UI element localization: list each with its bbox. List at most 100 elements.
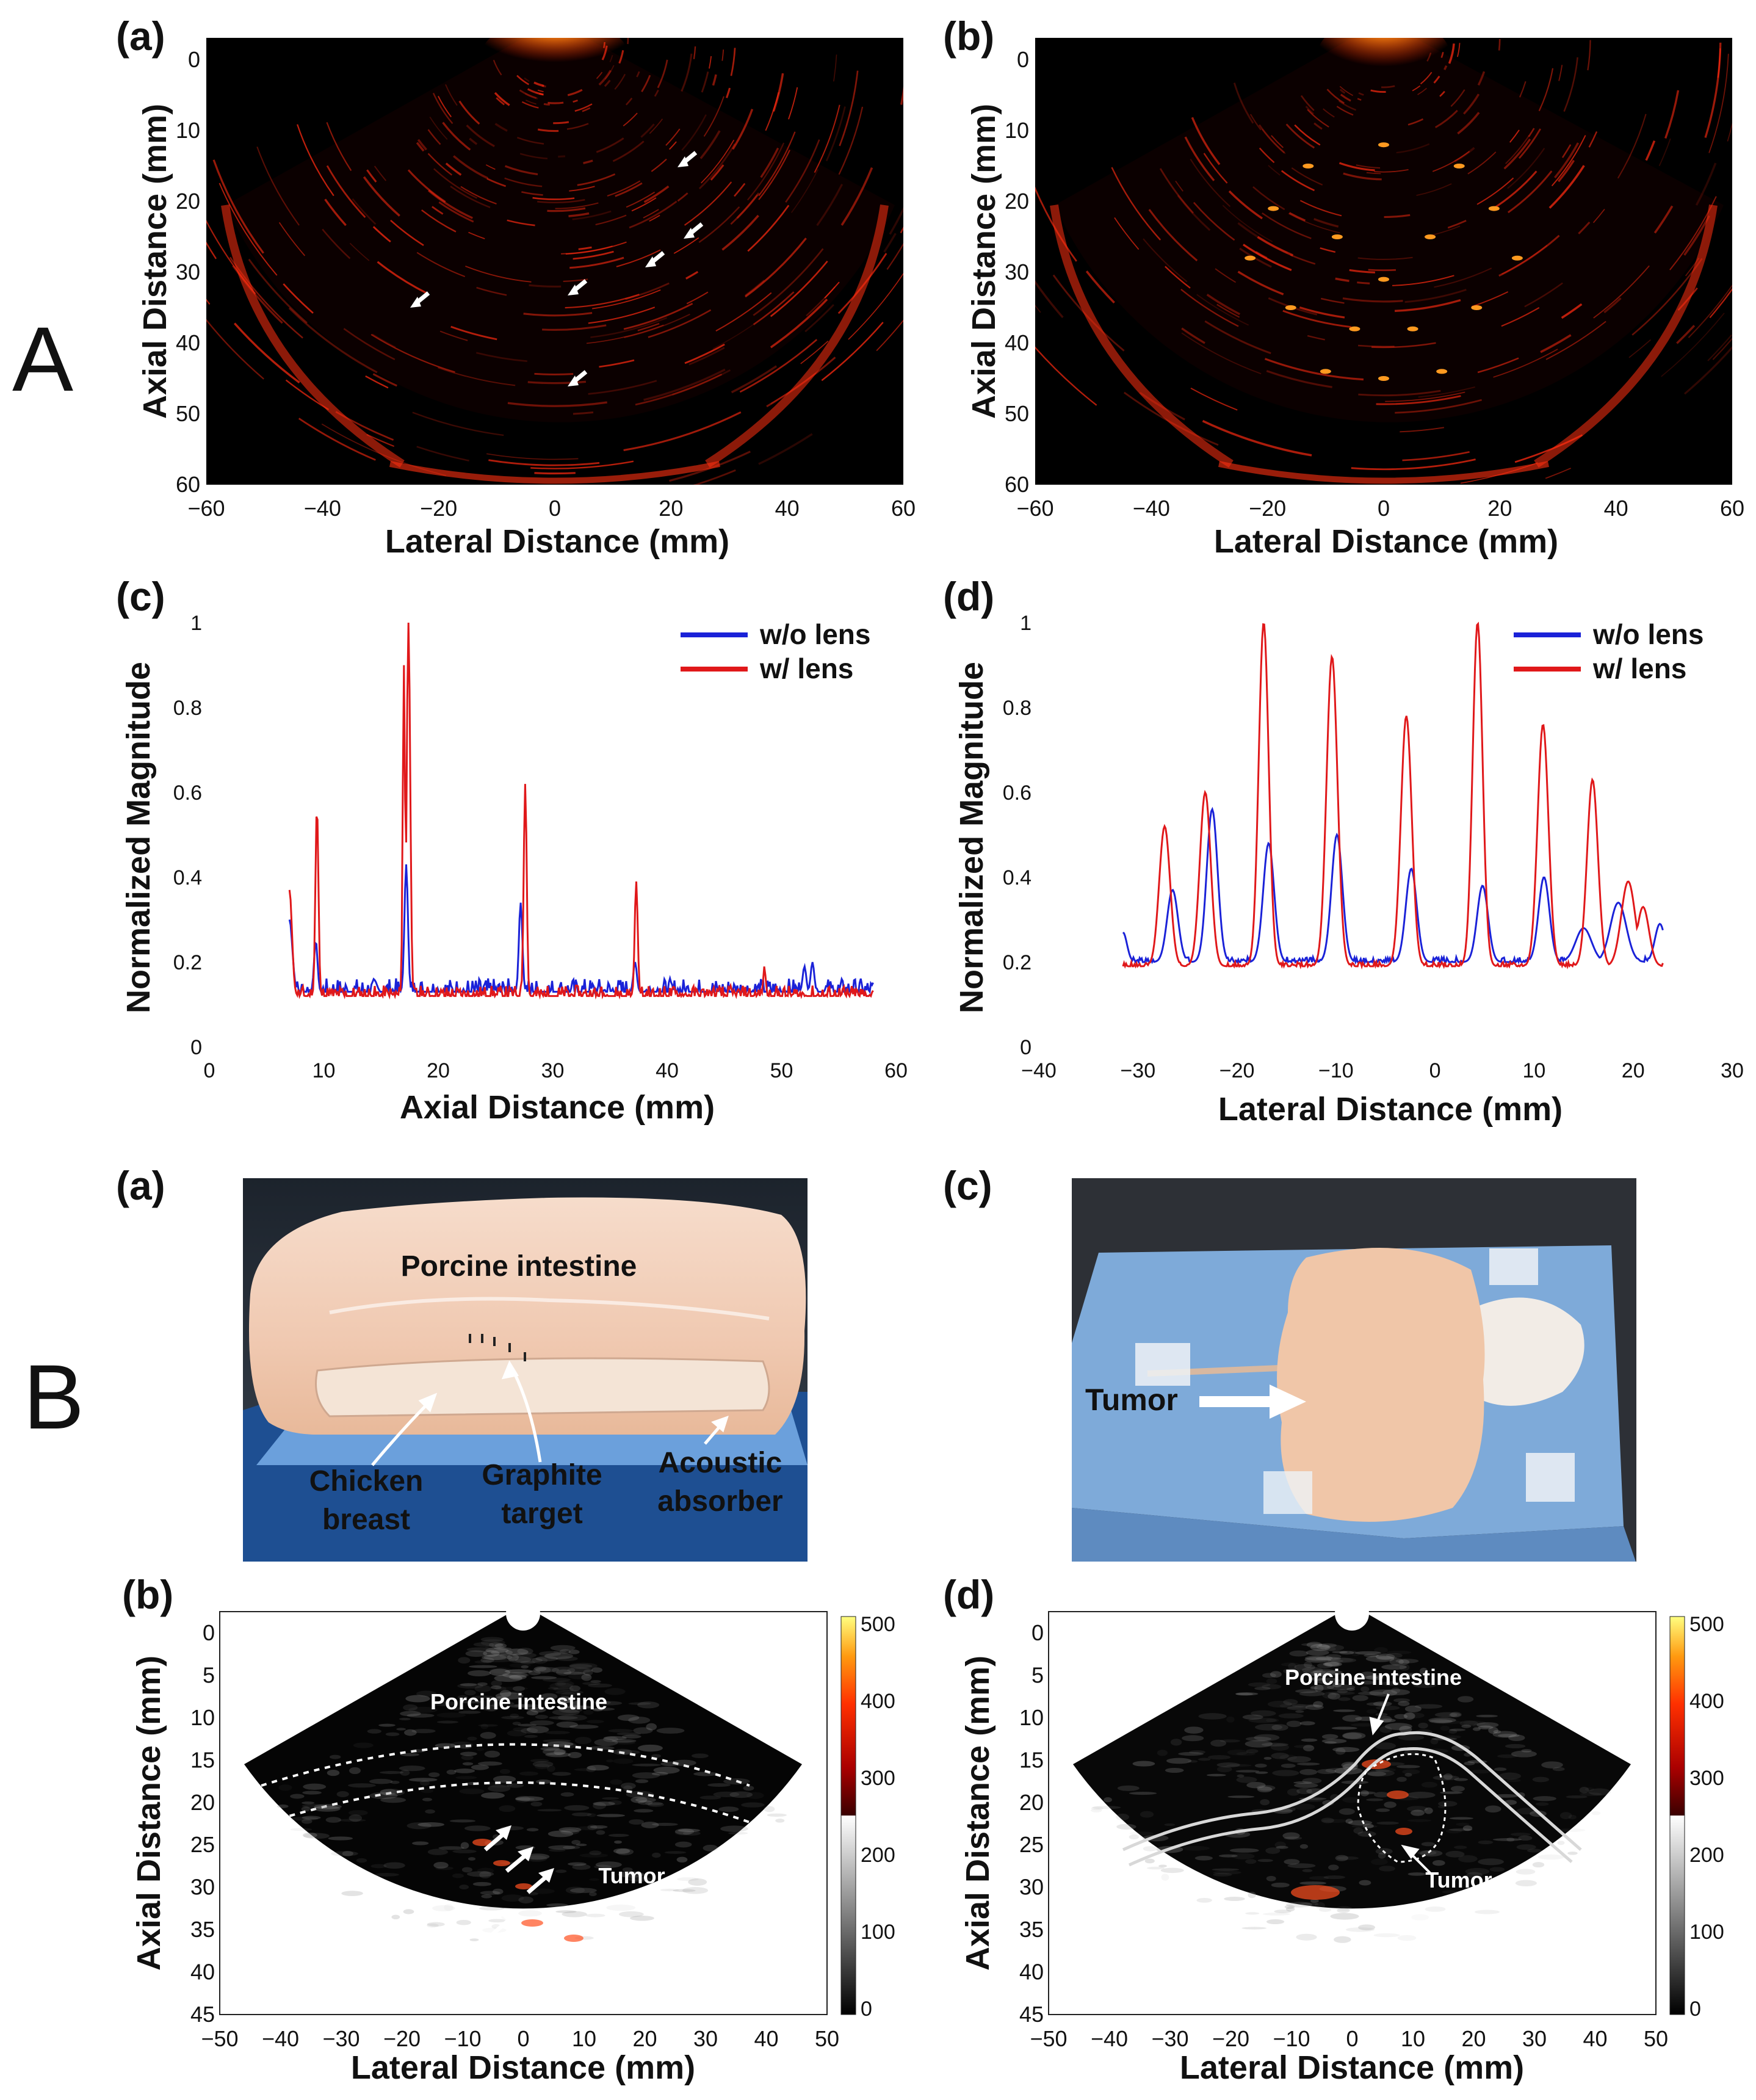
point-target — [1488, 206, 1500, 211]
colorbar — [1669, 1616, 1685, 2015]
speckle-arc — [616, 249, 661, 267]
speckle-arc — [365, 375, 389, 389]
speckle-arc — [1266, 370, 1332, 388]
speckle-dot — [1345, 1927, 1375, 1932]
speckle-arc — [298, 418, 376, 461]
speckle-dot — [1360, 1686, 1370, 1692]
speckle-arc — [637, 323, 660, 331]
speckle-dot — [1337, 1856, 1359, 1860]
speckle-dot — [549, 1682, 573, 1690]
speckle-arc — [1203, 153, 1228, 184]
speckle-dot — [1516, 1808, 1537, 1815]
x-tick-label: 0 — [204, 1059, 215, 1082]
speckle-dot — [767, 1813, 787, 1817]
speckle-dot — [1535, 1802, 1549, 1806]
speckle-dot — [1229, 1848, 1259, 1853]
speckle-dot — [549, 1715, 578, 1720]
speckle-arc — [1476, 177, 1514, 205]
speckle-dot — [489, 1642, 504, 1648]
speckle-dot — [562, 1911, 587, 1917]
target-arrow-heads — [496, 1825, 585, 1957]
speckle-dot — [1271, 1882, 1290, 1888]
speckle-arc — [1035, 186, 1077, 262]
x-tick-label: −20 — [1212, 2026, 1249, 2051]
speckle-arc — [595, 214, 627, 226]
speckle-dot — [540, 1747, 560, 1751]
transducer-apex-glow — [1317, 38, 1451, 101]
speckle-dot — [526, 1710, 538, 1715]
speckle-arc — [629, 200, 677, 229]
speckle-dot — [400, 1770, 410, 1776]
speckle-arc — [693, 469, 736, 485]
speckle-arc — [206, 319, 264, 380]
speckle-dot — [526, 1726, 549, 1734]
speckle-arc — [417, 139, 427, 151]
speckle-dot — [1245, 1736, 1271, 1742]
y-tick-label: 0.2 — [173, 951, 202, 974]
target-arrow-head — [568, 284, 579, 295]
speckle-arc — [1561, 303, 1583, 319]
speckle-arc — [432, 92, 453, 125]
tick-labels: −50 −40 −30 −20 −10 0 10 20 30 40 50 0 5 10 15 20 25 30 35… — [1019, 1620, 1668, 2051]
speckle-dot — [1364, 1653, 1379, 1657]
speckle-dot — [521, 1728, 538, 1734]
photoacoustic-signal — [1387, 1790, 1409, 1799]
speckle-dot — [456, 1919, 471, 1925]
speckle-arc — [677, 192, 688, 202]
colorbar-ticks: 0 100 200 300 400 500 — [1689, 1613, 1724, 2021]
speckle-dot — [1245, 1740, 1273, 1748]
speckle-dot — [1403, 1712, 1425, 1718]
speckle-arc — [599, 359, 635, 368]
speckle-dot — [1318, 1643, 1337, 1648]
speckle-dot — [1274, 1910, 1292, 1914]
speckle-dot — [501, 1715, 524, 1720]
speckle-dot — [507, 1654, 519, 1661]
speckle-arc — [248, 258, 308, 324]
point-target — [1245, 255, 1256, 261]
speckle-arc — [1507, 148, 1545, 189]
speckle-dot — [1235, 1692, 1259, 1696]
speckle-arc — [1320, 297, 1345, 304]
speckle-dot — [1216, 1766, 1232, 1773]
speckle-dot — [512, 1722, 521, 1726]
speckle-dot — [1497, 1754, 1517, 1758]
speckle-arc — [1159, 168, 1194, 214]
speckle-dot — [635, 1797, 656, 1803]
y-tick-label: 0.6 — [173, 781, 202, 805]
speckle-dot — [1257, 1786, 1273, 1793]
speckle-arc — [233, 322, 300, 384]
speckle-dot — [460, 1744, 472, 1749]
speckle-arc — [445, 162, 462, 176]
panel-label: (a) — [116, 13, 165, 59]
speckle-dot — [367, 1729, 381, 1734]
speckle-dot — [1440, 1725, 1450, 1731]
x-tick-label: −10 — [1273, 2026, 1310, 2051]
speckle-dot — [1331, 1726, 1357, 1730]
speckle-dot — [484, 1750, 500, 1758]
speckle-arc — [1357, 256, 1413, 260]
speckle-dot — [450, 1741, 474, 1748]
y-tick-label: 35 — [190, 1917, 215, 1942]
colorbar-tick-label: 100 — [1689, 1921, 1724, 1944]
speckle-dot — [535, 1714, 548, 1720]
speckle-dot — [494, 1647, 512, 1651]
target-arrow-head — [410, 297, 421, 308]
speckle-dot — [1476, 1714, 1498, 1718]
speckle-dot — [460, 1842, 469, 1849]
speckle-dot — [1404, 1705, 1422, 1712]
speckle-dot — [457, 1695, 468, 1700]
transducer-apex-glow — [482, 38, 628, 92]
speckle-arc — [1439, 90, 1445, 97]
speckle-dot — [290, 1794, 305, 1799]
tissue-highlight — [329, 1297, 770, 1320]
speckle-dot — [1310, 1899, 1319, 1903]
point-target — [1268, 206, 1279, 211]
label-porcine-intestine: Porcine intestine — [1285, 1665, 1462, 1690]
speckle-arc — [625, 282, 670, 300]
series-line-wolens — [288, 864, 874, 996]
speckle-arc — [636, 71, 640, 78]
speckle-dot — [303, 1783, 327, 1790]
speckle-arc — [547, 207, 586, 212]
speckle-arc — [572, 210, 612, 220]
y-tick-label: 40 — [176, 330, 200, 355]
